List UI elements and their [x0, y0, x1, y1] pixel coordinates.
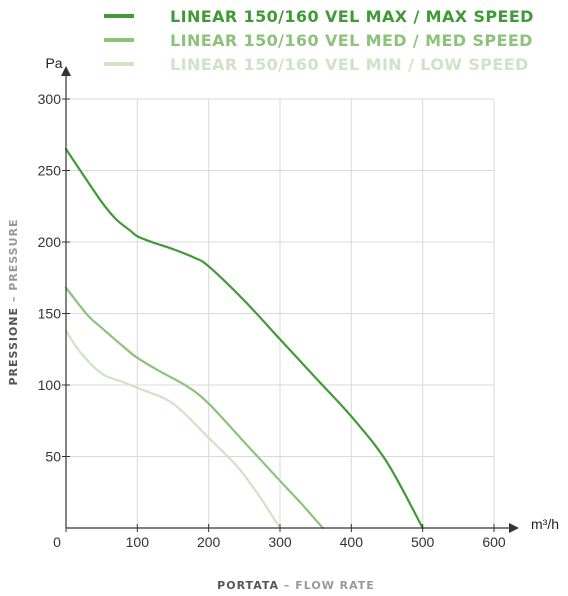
y-tick-label-1: 100	[38, 377, 62, 393]
x-axis-title-main: PORTATA	[217, 579, 279, 592]
x-tick-label-1: 100	[126, 534, 150, 550]
y-unit-label: Pa	[45, 55, 62, 71]
x-tick-label-3: 300	[268, 534, 292, 550]
x-tick-label-4: 400	[340, 534, 364, 550]
series-layer	[64, 147, 424, 530]
grid	[66, 98, 495, 528]
x-tick-label-0: 0	[53, 534, 61, 550]
legend-label-2: LINEAR 150/160 VEL MIN / LOW SPEED	[170, 55, 529, 74]
y-axis-title-main: PRESSIONE	[7, 307, 20, 386]
y-axis-arrow	[61, 66, 71, 76]
x-tick-label-2: 200	[197, 534, 221, 550]
x-tick-label-6: 600	[482, 534, 506, 550]
x-axis-title-sep: –	[279, 579, 295, 592]
x-axis-title-sub: FLOW RATE	[295, 579, 375, 592]
legend-label-1: LINEAR 150/160 VEL MED / MED SPEED	[170, 31, 533, 50]
series-line-2	[64, 329, 282, 530]
y-tick-label-4: 250	[38, 163, 62, 179]
x-unit-label: m³/h	[531, 516, 559, 532]
x-axis-title: PORTATA – FLOW RATE	[217, 579, 375, 592]
y-tick-label-5: 300	[38, 91, 62, 107]
y-axis-title-sep: –	[7, 291, 20, 307]
legend: LINEAR 150/160 VEL MAX / MAX SPEED LINEAR…	[104, 7, 534, 74]
y-tick-label-2: 150	[38, 306, 62, 322]
x-ticks: 0 100 200 300 400 500 600	[53, 524, 506, 550]
x-unit-label-text: m³/h	[531, 516, 559, 532]
y-axis-title: PRESSIONE – PRESSURE	[7, 218, 20, 385]
series-line-1	[64, 286, 324, 530]
y-tick-label-0: 50	[45, 449, 61, 465]
y-ticks: 50 100 150 200 250 300	[38, 91, 70, 465]
y-axis-title-sub: PRESSURE	[7, 218, 20, 290]
series-line-0	[64, 147, 424, 530]
legend-label-0: LINEAR 150/160 VEL MAX / MAX SPEED	[170, 7, 534, 26]
y-tick-label-3: 200	[38, 234, 62, 250]
x-axis-arrow	[509, 523, 519, 533]
x-tick-label-5: 500	[411, 534, 435, 550]
